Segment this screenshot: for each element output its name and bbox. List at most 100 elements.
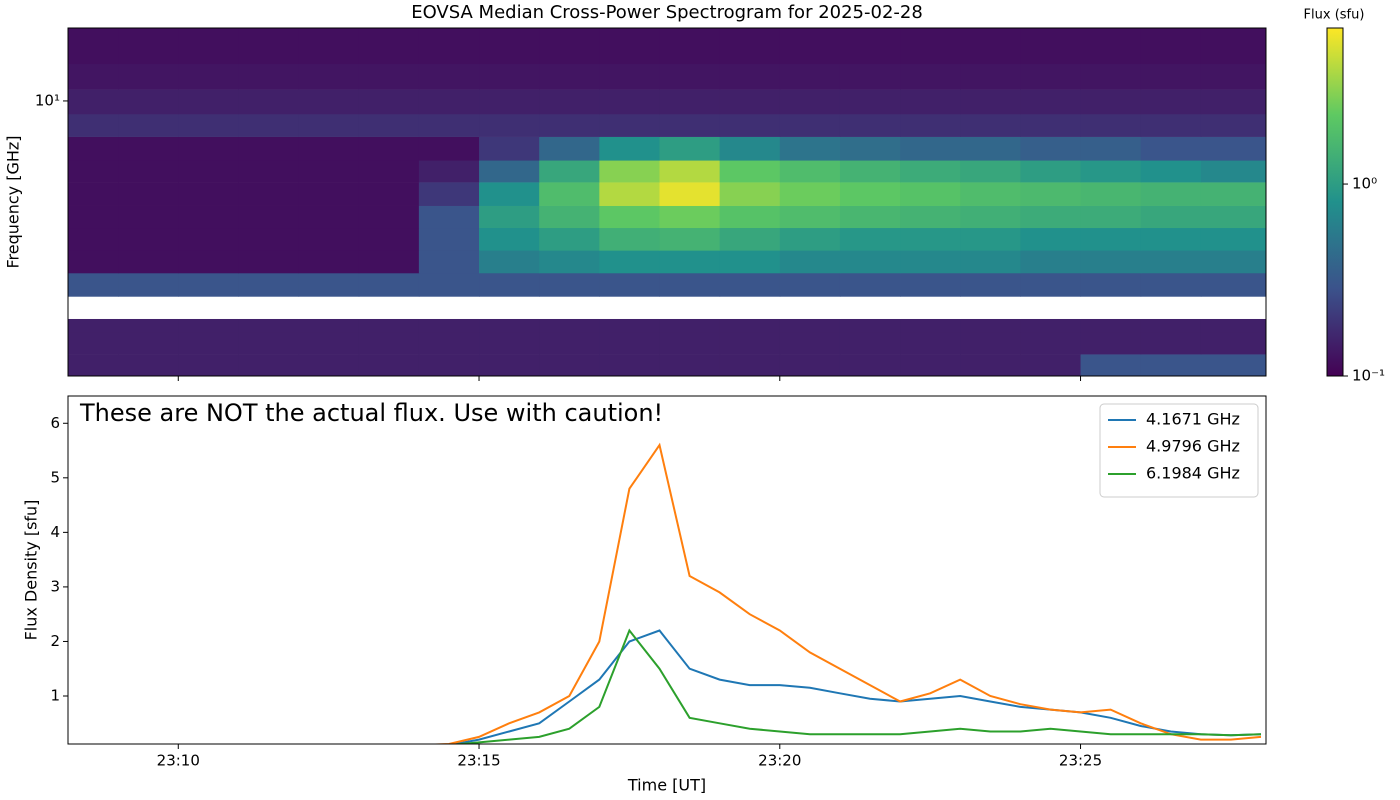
heatmap-cell (960, 205, 1021, 229)
heatmap-cell (779, 205, 841, 229)
heatmap-cell (1200, 272, 1267, 297)
heatmap-cell (1080, 136, 1142, 161)
heatmap-cell (960, 250, 1021, 274)
legend-label: 4.9796 GHz (1146, 437, 1240, 456)
heatmap-cell (1020, 227, 1082, 251)
heatmap-cell (118, 114, 179, 137)
heatmap-cell (118, 205, 179, 229)
heatmap-cell (599, 63, 660, 90)
heatmap-cell (238, 63, 300, 90)
heatmap-cell (659, 136, 721, 161)
heatmap-cell (178, 136, 239, 161)
heatmap-cell (178, 63, 239, 90)
heatmap-cell (118, 89, 179, 115)
heatmap-cell (539, 227, 600, 251)
heatmap-cell (1080, 160, 1142, 183)
heatmap-cell (719, 28, 781, 65)
heatmap-cell (1200, 136, 1267, 161)
heatmap-cell (178, 205, 239, 229)
heatmap-cell (960, 296, 1021, 319)
heatmap-cell (1020, 28, 1082, 65)
line (450, 628, 1262, 744)
heatmap-cell (68, 318, 119, 333)
heatmap-cell (1200, 205, 1267, 229)
heatmap-cell (719, 296, 781, 319)
heatmap-cell (539, 136, 600, 161)
heatmap-cell (418, 114, 480, 137)
heatmap-cell (719, 114, 781, 137)
heatmap-cell (539, 114, 600, 137)
heatmap-cell (779, 332, 841, 355)
heatmap-cell (539, 272, 600, 297)
heatmap-cell (118, 318, 179, 333)
heatmap-cell (659, 182, 721, 206)
heatmap-cell (68, 136, 119, 161)
heatmap-cell (479, 182, 540, 206)
chart-title: EOVSA Median Cross-Power Spectrogram for… (411, 2, 923, 23)
heatmap-cell (238, 89, 300, 115)
heatmap-cell (178, 332, 239, 355)
heatmap-cell (659, 63, 721, 90)
heatmap-cell (68, 332, 119, 355)
heatmap-cell (659, 250, 721, 274)
y-tick-label: 4 (50, 523, 60, 541)
x-tick-label: 23:20 (758, 752, 801, 770)
heatmap-cell (659, 296, 721, 319)
heatmap-cell (68, 28, 119, 65)
heatmap-cell (178, 182, 239, 206)
heatmap-cell (178, 89, 239, 115)
heatmap-cell (238, 272, 300, 297)
y-tick-label: 10¹ (35, 91, 60, 109)
heatmap-cell (418, 63, 480, 90)
heatmap-cell (1080, 272, 1142, 297)
heatmap-cell (1080, 332, 1142, 355)
heatmap-cell (1140, 182, 1202, 206)
heatmap-cell (900, 296, 961, 319)
heatmap-cell (118, 182, 179, 206)
heatmap-cell (659, 28, 721, 65)
heatmap-cell (960, 160, 1021, 183)
heatmap-cell (839, 89, 901, 115)
heatmap-cell (178, 296, 239, 319)
heatmap-cell (1080, 354, 1142, 377)
heatmap-cell (719, 89, 781, 115)
heatmap-cell (358, 205, 420, 229)
heatmap-cell (479, 160, 540, 183)
heatmap-cell (779, 250, 841, 274)
heatmap-cell (779, 160, 841, 183)
heatmap-cell (900, 160, 961, 183)
heatmap-cell (298, 136, 360, 161)
heatmap-cell (659, 89, 721, 115)
colorbar-tick-label: 10⁰ (1352, 175, 1377, 193)
heatmap-cell (659, 205, 721, 229)
heatmap-cell (839, 160, 901, 183)
heatmap-cell (178, 160, 239, 183)
heatmap-cell (1020, 272, 1082, 297)
heatmap-cell (900, 89, 961, 115)
heatmap-cell (779, 354, 841, 377)
heatmap-cell (238, 318, 300, 333)
heatmap-cell (479, 63, 540, 90)
heatmap-cell (659, 318, 721, 333)
plot-frame (67, 27, 1267, 377)
heatmap-cell (1140, 63, 1202, 90)
heatmap-cell (358, 332, 420, 355)
heatmap-cell (539, 318, 600, 333)
heatmap-cell (358, 114, 420, 137)
heatmap-cell (68, 205, 119, 229)
heatmap-cell (1080, 318, 1142, 333)
heatmap-cell (1020, 250, 1082, 274)
heatmap-cell (539, 296, 600, 319)
heatmap-cell (1020, 354, 1082, 377)
heatmap-cell (779, 296, 841, 319)
heatmap-cell (719, 318, 781, 333)
heatmap-cell (1020, 160, 1082, 183)
heatmap-cell (298, 354, 360, 377)
heatmap-cell (599, 89, 660, 115)
heatmap-cell (1080, 89, 1142, 115)
y-tick-label: 6 (50, 414, 60, 432)
heatmap-cell (298, 227, 360, 251)
heatmap-cell (900, 250, 961, 274)
heatmap-cell (1020, 89, 1082, 115)
